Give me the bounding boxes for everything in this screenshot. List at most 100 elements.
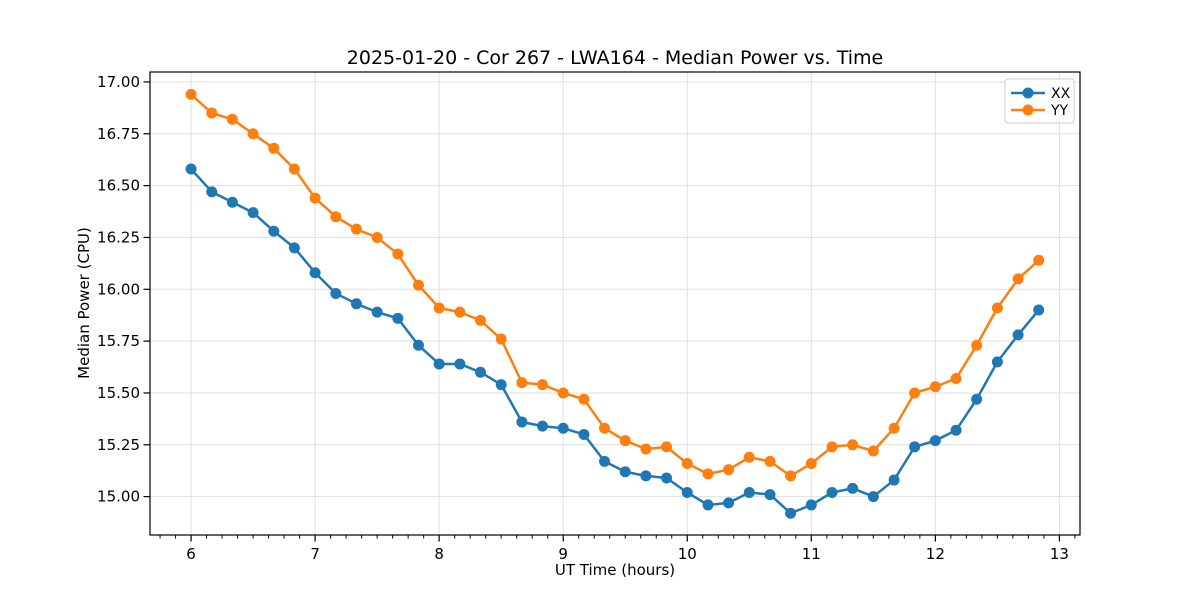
y-tick-label: 17.00 xyxy=(97,73,140,91)
data-point-yy xyxy=(433,302,445,314)
y-tick-label: 16.75 xyxy=(97,125,140,143)
data-point-xx xyxy=(578,428,590,440)
data-point-yy xyxy=(350,223,362,235)
data-point-xx xyxy=(909,441,921,453)
data-point-yy xyxy=(723,464,735,476)
data-point-yy xyxy=(950,372,962,384)
data-point-xx xyxy=(206,186,218,198)
data-point-xx xyxy=(971,393,983,405)
data-point-yy xyxy=(495,333,507,345)
data-point-yy xyxy=(847,439,859,451)
data-point-xx xyxy=(599,455,611,467)
data-point-yy xyxy=(206,107,218,119)
data-point-xx xyxy=(226,196,238,208)
chart-title: 2025-01-20 - Cor 267 - LWA164 - Median P… xyxy=(347,47,883,69)
y-tick-label: 16.25 xyxy=(97,228,140,246)
data-point-xx xyxy=(557,422,569,434)
data-point-yy xyxy=(599,422,611,434)
legend-label-yy: YY xyxy=(1050,103,1069,119)
data-point-yy xyxy=(929,381,941,393)
data-point-xx xyxy=(867,491,879,503)
x-tick-label: 6 xyxy=(186,545,196,563)
data-point-xx xyxy=(681,486,693,498)
data-point-yy xyxy=(640,443,652,455)
series-line-yy xyxy=(189,93,1040,478)
data-point-yy xyxy=(412,279,424,291)
data-point-xx xyxy=(785,507,797,519)
data-point-xx xyxy=(847,482,859,494)
data-point-yy xyxy=(909,387,921,399)
data-point-xx xyxy=(392,312,404,324)
data-point-yy xyxy=(1012,273,1024,285)
data-point-xx xyxy=(330,287,342,299)
data-point-xx xyxy=(309,267,321,279)
data-point-yy xyxy=(474,314,486,326)
y-tick-label: 15.00 xyxy=(97,488,140,506)
data-point-xx xyxy=(1012,329,1024,341)
data-point-xx xyxy=(661,472,673,484)
data-point-xx xyxy=(640,470,652,482)
data-point-xx xyxy=(723,497,735,509)
legend-label-xx: XX xyxy=(1051,86,1071,102)
data-point-xx xyxy=(412,339,424,351)
y-tick-label: 16.50 xyxy=(97,177,140,195)
data-point-xx xyxy=(433,358,445,370)
data-point-xx xyxy=(350,298,362,310)
x-tick-label: 8 xyxy=(434,545,444,563)
data-point-xx xyxy=(929,435,941,447)
legend-item-yy: YY xyxy=(1011,103,1069,119)
data-point-yy xyxy=(661,441,673,453)
data-point-xx xyxy=(888,474,900,486)
legend: XX YY xyxy=(1004,78,1075,124)
data-point-yy xyxy=(392,248,404,260)
x-tick-label: 13 xyxy=(1050,545,1069,563)
data-point-xx xyxy=(805,499,817,511)
x-tick-label: 7 xyxy=(310,545,320,563)
data-point-xx xyxy=(826,486,838,498)
data-point-yy xyxy=(971,339,983,351)
data-point-yy xyxy=(867,445,879,457)
data-point-yy xyxy=(371,231,383,243)
legend-box xyxy=(1004,78,1075,124)
data-point-yy xyxy=(826,441,838,453)
data-point-xx xyxy=(516,416,528,428)
data-point-yy xyxy=(288,163,300,175)
data-point-xx xyxy=(268,225,280,237)
data-point-xx xyxy=(247,207,259,219)
x-tick-label: 12 xyxy=(926,545,945,563)
data-point-yy xyxy=(536,379,548,391)
y-tick-label: 16.00 xyxy=(97,280,140,298)
axis-ticks: 6 7 8 9 10 11 12 13 15.00 15.25 15.50 15.75 16.00 16.… xyxy=(97,73,1076,563)
data-point-yy xyxy=(681,457,693,469)
data-point-xx xyxy=(536,420,548,432)
legend-marker-yy xyxy=(1022,104,1034,116)
plot-border xyxy=(149,71,1081,536)
data-point-xx xyxy=(371,306,383,318)
x-tick-label: 10 xyxy=(678,545,697,563)
data-point-xx xyxy=(1033,304,1045,316)
data-point-yy xyxy=(454,306,466,318)
x-tick-label: 11 xyxy=(802,545,821,563)
data-point-xx xyxy=(495,379,507,391)
data-point-yy xyxy=(805,457,817,469)
data-point-yy xyxy=(991,302,1003,314)
y-tick-label: 15.50 xyxy=(97,384,140,402)
data-point-yy xyxy=(185,88,197,100)
data-point-xx xyxy=(454,358,466,370)
data-point-xx xyxy=(474,366,486,378)
data-point-yy xyxy=(226,113,238,125)
y-tick-label: 15.75 xyxy=(97,332,140,350)
data-point-xx xyxy=(619,466,631,478)
data-point-yy xyxy=(743,451,755,463)
data-point-xx xyxy=(764,489,776,501)
data-point-yy xyxy=(330,211,342,223)
legend-item-xx: XX xyxy=(1011,86,1071,102)
data-point-yy xyxy=(1033,254,1045,266)
data-point-yy xyxy=(619,435,631,447)
data-point-xx xyxy=(702,499,714,511)
data-point-xx xyxy=(288,242,300,254)
data-point-yy xyxy=(702,468,714,480)
y-axis-label: Median Power (CPU) xyxy=(75,227,93,379)
